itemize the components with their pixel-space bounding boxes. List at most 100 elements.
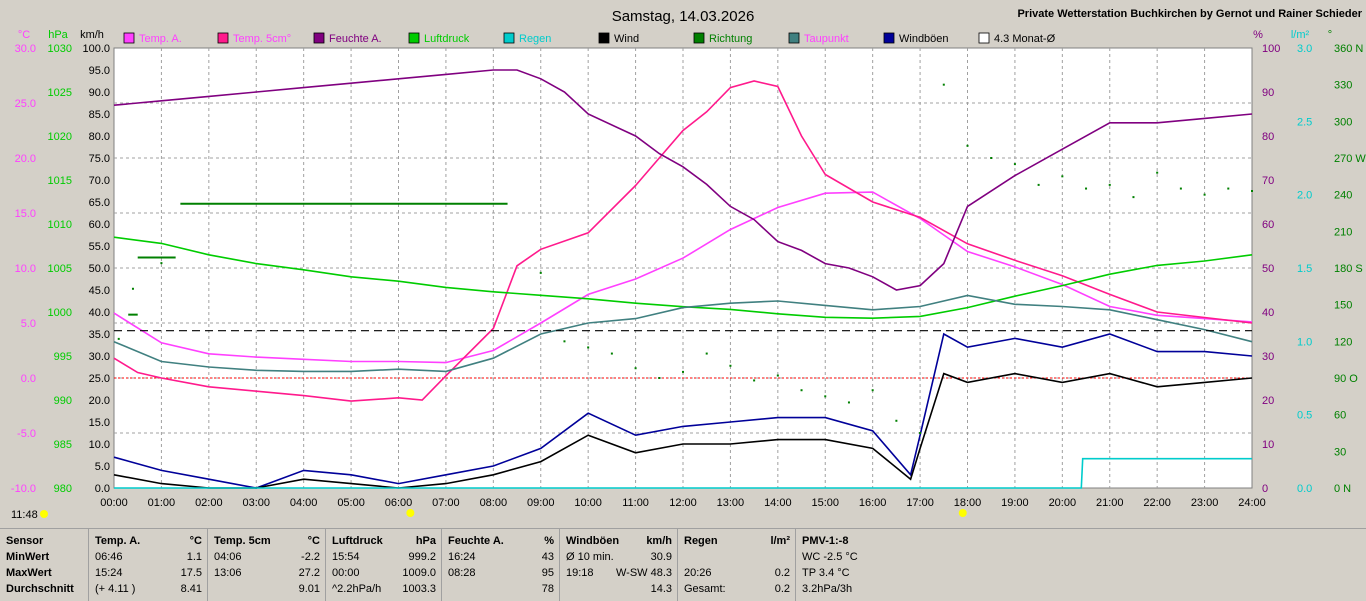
percent-tick-label: 0 <box>1262 483 1268 495</box>
statistics-table: Sensor MinWert MaxWert Durchschnitt Temp. A.… <box>0 528 1366 601</box>
direction-tick-label: 180 S <box>1334 263 1363 275</box>
rain-tick-label: 2.5 <box>1297 116 1312 128</box>
percent-tick-label: 40 <box>1262 307 1274 319</box>
kmh-tick-label: 90.0 <box>89 87 110 99</box>
stats-column: Feuchte A. 16:24 08:28% 43 95 78 <box>441 529 560 601</box>
direction-dot <box>871 389 874 392</box>
direction-dot <box>658 377 661 379</box>
series-line <box>113 294 1253 373</box>
series-line <box>113 69 1253 291</box>
legend-swatch <box>883 32 895 44</box>
stats-row-label: Gesamt: <box>684 583 726 595</box>
percent-tick-label: 10 <box>1262 439 1274 451</box>
percent-tick-label: 60 <box>1262 219 1274 231</box>
sun-icon <box>40 510 48 518</box>
kmh-tick-label: 0.0 <box>95 483 110 495</box>
legend-label: Taupunkt <box>804 33 849 45</box>
celsius-tick-label: 30.0 <box>15 43 36 55</box>
stats-value: 999.2 <box>408 551 436 563</box>
stats-unit: km/h <box>646 535 672 547</box>
stats-row-label: 19:18 <box>566 567 594 579</box>
x-tick-label: 05:00 <box>337 497 365 509</box>
stats-row-label: ^2.2hPa/h <box>332 583 382 595</box>
direction-dot <box>1108 183 1111 186</box>
stats-row-label: 15:54 <box>332 551 360 563</box>
direction-dot <box>1037 183 1040 186</box>
stats-value: 30.9 <box>650 551 672 563</box>
stats-row-label: Windböen <box>566 535 620 547</box>
hpa-tick-label: 990 <box>54 395 72 407</box>
axis-unit-label: l/m² <box>1291 29 1310 41</box>
stats-value: 1.1 <box>186 551 202 563</box>
axis-unit-label: % <box>1253 29 1263 41</box>
stats-value: W-SW 48.3 <box>615 567 672 579</box>
direction-tick-label: 210 <box>1334 226 1352 238</box>
direction-dot <box>847 401 850 404</box>
celsius-tick-label: 25.0 <box>15 98 36 110</box>
x-tick-label: 07:00 <box>432 497 460 509</box>
legend-label: Wind <box>614 33 639 45</box>
celsius-tick-label: 0.0 <box>21 373 36 385</box>
series-line <box>113 191 1253 364</box>
x-tick-label: 24:00 <box>1238 497 1266 509</box>
celsius-tick-label: 5.0 <box>21 318 36 330</box>
x-tick-label: 08:00 <box>480 497 508 509</box>
x-tick-label: 11:00 <box>622 497 649 509</box>
direction-dot <box>682 370 684 373</box>
direction-dot <box>895 419 898 422</box>
direction-tick-label: 60 <box>1334 410 1346 422</box>
kmh-tick-label: 75.0 <box>89 153 110 165</box>
direction-dot <box>753 379 756 382</box>
percent-tick-label: 30 <box>1262 351 1274 363</box>
direction-dot <box>131 287 134 290</box>
direction-tick-label: 90 O <box>1334 373 1358 385</box>
kmh-tick-label: 65.0 <box>89 197 110 209</box>
legend-label: 4.3 Monat-Ø <box>994 33 1056 45</box>
x-tick-label: 20:00 <box>1049 497 1077 509</box>
legend-label: Regen <box>519 33 551 45</box>
x-tick-label: 13:00 <box>717 497 745 509</box>
stats-row-label: 16:24 <box>448 551 476 563</box>
stats-value: 0.2 <box>774 567 790 579</box>
stats-row-label: Regen <box>684 535 718 547</box>
kmh-tick-label: 40.0 <box>89 307 110 319</box>
stats-column: Regen 20:26 Gesamt: l/m² 0.2 0.2 <box>677 529 796 601</box>
kmh-tick-label: 100.0 <box>82 43 110 55</box>
direction-dot <box>1251 190 1253 192</box>
stats-row-label: 08:28 <box>448 567 476 579</box>
direction-tick-label: 150 <box>1334 300 1352 312</box>
legend-label: Luftdruck <box>424 33 470 45</box>
stats-value: 43 <box>541 551 554 563</box>
hpa-tick-label: 985 <box>54 439 72 451</box>
kmh-tick-label: 30.0 <box>89 351 110 363</box>
percent-tick-label: 90 <box>1262 87 1274 99</box>
stats-row-label: 06:46 <box>95 551 123 563</box>
stats-row-label: 15:24 <box>95 567 123 579</box>
stats-row-label: Feuchte A. <box>448 535 504 547</box>
rain-tick-label: 1.0 <box>1297 336 1312 348</box>
direction-dot <box>800 389 803 392</box>
stats-row-label: (+ 4.11 ) <box>95 583 136 595</box>
direction-dot <box>919 432 922 434</box>
direction-dot <box>117 337 120 340</box>
celsius-tick-label: 20.0 <box>15 153 36 165</box>
stats-row-label: 04:06 <box>214 551 242 563</box>
stats-row-label: 20:26 <box>684 567 712 579</box>
stats-unit: °C <box>307 535 320 547</box>
series-line <box>113 236 1253 320</box>
direction-dot <box>966 144 969 147</box>
rain-tick-label: 0.5 <box>1297 410 1312 422</box>
stats-column: Sensor MinWert MaxWert Durchschnitt <box>0 529 88 601</box>
celsius-tick-label: 10.0 <box>15 263 36 275</box>
legend-label: Richtung <box>709 33 752 45</box>
kmh-tick-label: 5.0 <box>95 461 110 473</box>
stats-row-label: Sensor <box>6 535 44 547</box>
axis-unit-label: hPa <box>48 29 68 41</box>
direction-dot <box>1156 171 1159 174</box>
x-tick-label: 04:00 <box>290 497 318 509</box>
kmh-tick-label: 50.0 <box>89 263 110 275</box>
hpa-tick-label: 980 <box>54 483 72 495</box>
chart-title: Samstag, 14.03.2026 <box>612 8 755 25</box>
direction-dot <box>160 262 163 265</box>
direction-dot <box>634 367 637 370</box>
